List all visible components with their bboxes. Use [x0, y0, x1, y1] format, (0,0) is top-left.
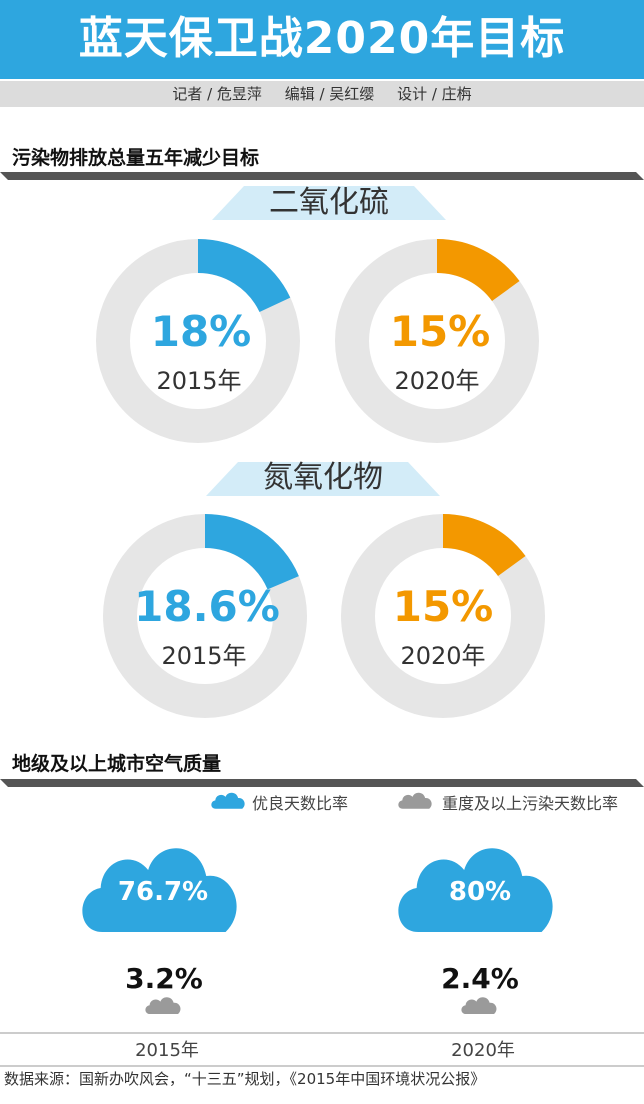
page-title: 蓝天保卫战2020年目标: [78, 13, 566, 64]
donut-arc: [197, 239, 291, 313]
polluted-days-value: 3.2%: [125, 962, 203, 995]
title-banner: [0, 0, 644, 79]
cloud-icon: [145, 997, 181, 1014]
donut-nox-2020: 15% 2020年: [341, 514, 545, 718]
credit-designer: 设计 / 庄栴: [397, 85, 472, 103]
donut-arc: [204, 514, 299, 590]
donut-nox-2015: 18.6% 2015年: [103, 514, 307, 718]
column-year-2020: 2020年: [451, 1040, 515, 1061]
donut-so2-2020: 15% 2020年: [335, 239, 539, 443]
credit-editor: 编辑 / 吴红缨: [284, 85, 375, 103]
good-days-value: 76.7%: [118, 877, 208, 907]
good-days-value: 80%: [449, 877, 511, 907]
credit-reporter: 记者 / 危昱萍: [172, 85, 262, 103]
cloud-icon: [461, 997, 497, 1014]
polluted-days-2020: 2.4%: [441, 962, 519, 1014]
cloud-icon: [398, 792, 432, 809]
donut-value: 18%: [151, 307, 252, 356]
group-label-bg-nox: [206, 462, 440, 496]
donut-value: 15%: [390, 307, 491, 356]
legend-label-good: 优良天数比率: [252, 794, 349, 813]
group-label-so2: 二氧化硫: [269, 185, 389, 220]
legend-label-polluted: 重度及以上污染天数比率: [442, 794, 619, 813]
donut-value: 18.6%: [134, 582, 280, 631]
group-label-nox: 氮氧化物: [263, 460, 383, 495]
donut-arc: [436, 239, 520, 302]
donut-arc: [442, 514, 526, 577]
donut-value: 15%: [393, 582, 494, 631]
polluted-days-2015: 3.2%: [125, 962, 203, 1014]
donut-so2-2015: 18% 2015年: [96, 239, 300, 443]
section1-rule: [0, 172, 644, 180]
section2-rule: [0, 779, 644, 787]
section2-title: 地级及以上城市空气质量: [12, 753, 222, 775]
polluted-days-value: 2.4%: [441, 962, 519, 995]
good-days-cloud-2015: 76.7%: [82, 848, 237, 932]
donut-year: 2015年: [161, 642, 246, 670]
cloud-icon: [211, 792, 245, 809]
data-source: 数据来源：国新办吹风会，“十三五”规划，《2015年中国环境状况公报》: [4, 1070, 486, 1088]
donut-year: 2020年: [394, 367, 479, 395]
donut-year: 2020年: [400, 642, 485, 670]
section1-title: 污染物排放总量五年减少目标: [12, 147, 260, 169]
column-year-2015: 2015年: [135, 1040, 199, 1061]
donut-year: 2015年: [156, 367, 241, 395]
good-days-cloud-2020: 80%: [398, 848, 553, 932]
credits: 记者 / 危昱萍 编辑 / 吴红缨 设计 / 庄栴: [0, 82, 644, 106]
group-label-bg-so2: [212, 186, 446, 220]
credits-bar: [0, 81, 644, 107]
